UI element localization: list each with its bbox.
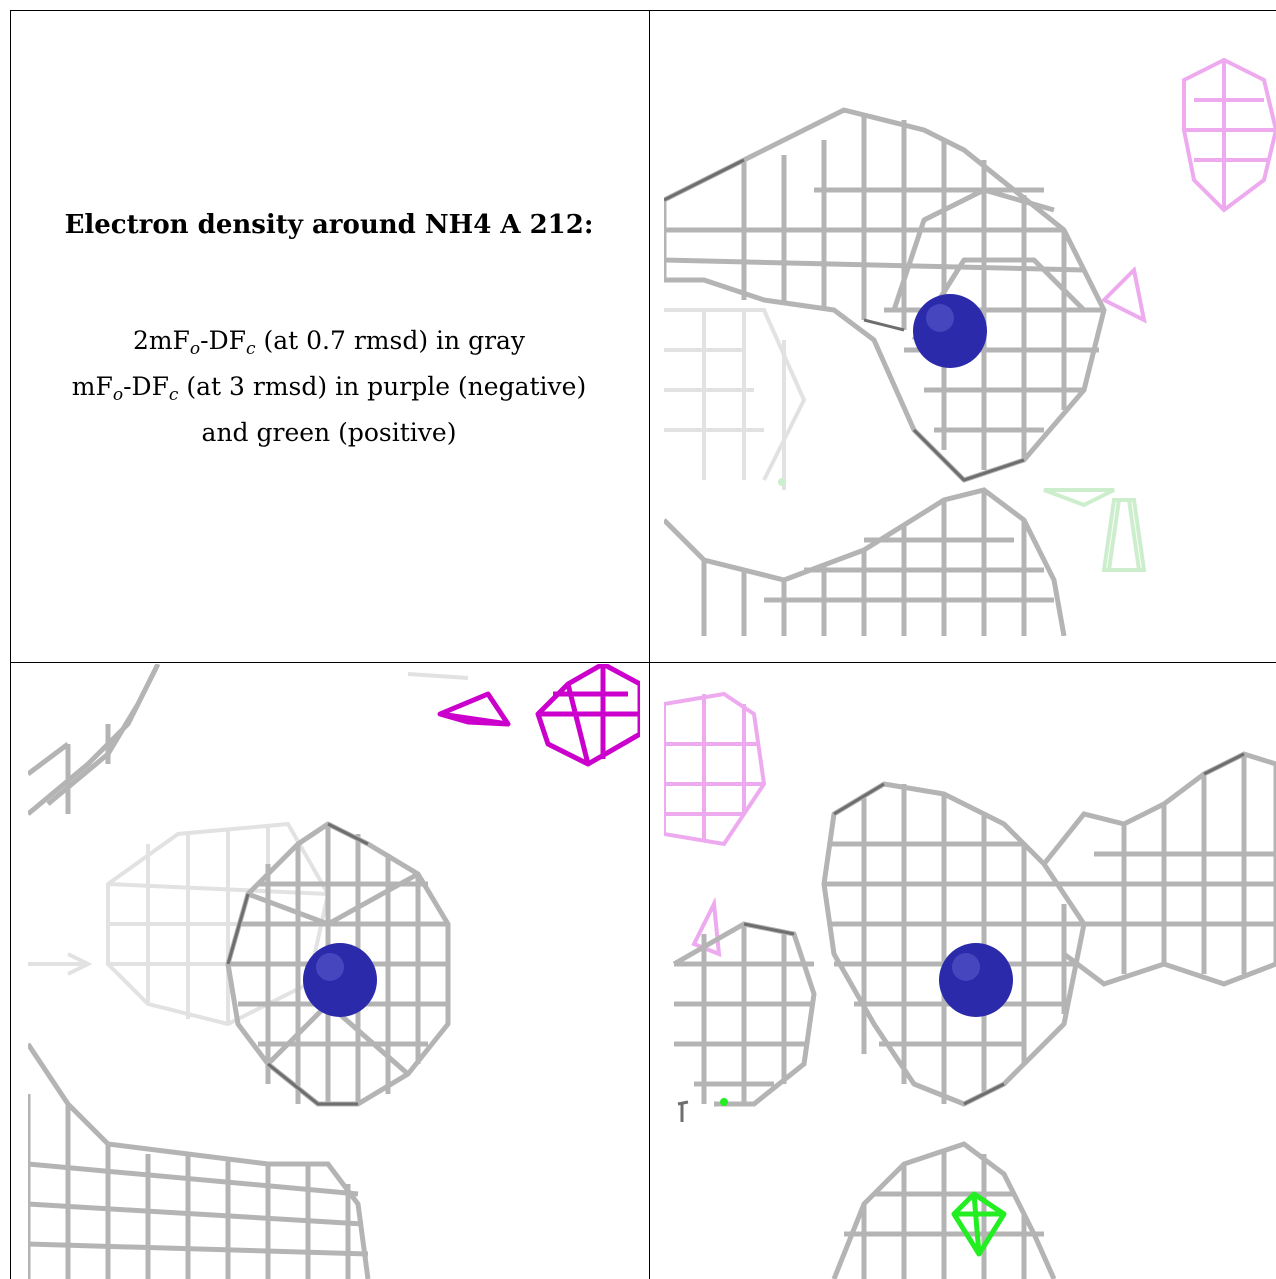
purple-mesh-negative — [664, 691, 767, 958]
purple-mesh-negative — [437, 664, 640, 767]
gray-mesh-edges — [664, 158, 1025, 482]
gray-mesh-upper-left — [28, 664, 161, 816]
faint-stick — [407, 672, 469, 680]
gray-mesh-right — [1042, 751, 1276, 987]
green-blob — [778, 478, 786, 486]
gray-mesh-upper — [664, 107, 1107, 483]
caption-line-fo: mFo-DFc (at 3 rmsd) in purple (negative) — [71, 372, 587, 405]
view-bottom-left — [28, 664, 640, 1279]
view-top-right — [664, 10, 1276, 636]
density-map-top-right — [664, 57, 1276, 636]
ammonium-atom — [913, 294, 987, 368]
gray-mesh-atom — [821, 781, 1087, 1107]
dark-stick — [677, 1100, 689, 1122]
gray-mesh-lower — [664, 487, 1067, 636]
caption-line-colors: and green (positive) — [201, 418, 457, 447]
ammonium-atom — [939, 943, 1013, 1017]
figure-table: Electron density around NH4 A 212: 2mFo-… — [10, 10, 1276, 1279]
gray-mesh-lower — [28, 1042, 371, 1279]
gray-mesh-lower — [831, 1141, 1057, 1279]
caption-title: Electron density around NH4 A 212: — [64, 210, 594, 240]
green-mesh-positive — [951, 1191, 1007, 1257]
density-map-bottom-left — [28, 664, 640, 1279]
green-blob — [720, 1098, 728, 1106]
green-mesh-positive — [1043, 488, 1147, 572]
gray-mesh-edges — [226, 822, 369, 1106]
table-border-left — [10, 10, 11, 1279]
table-border-top — [10, 10, 1276, 11]
background-mesh — [664, 308, 807, 490]
caption-legend: 2mFo-DFc (at 0.7 rmsd) in gray mFo-DFc (… — [10, 322, 648, 452]
gray-mesh-left — [672, 921, 817, 1107]
table-divider-horizontal — [10, 662, 1276, 663]
caption-line-2fo: 2mFo-DFc (at 0.7 rmsd) in gray — [132, 326, 526, 359]
table-divider-vertical — [649, 10, 650, 1279]
ammonium-atom — [303, 943, 377, 1017]
density-map-bottom-right — [664, 691, 1276, 1279]
purple-mesh-negative — [1100, 57, 1276, 324]
caption-cell: Electron density around NH4 A 212: 2mFo-… — [10, 10, 648, 662]
view-bottom-right — [664, 664, 1276, 1279]
gray-mesh-edges — [743, 752, 1245, 1106]
